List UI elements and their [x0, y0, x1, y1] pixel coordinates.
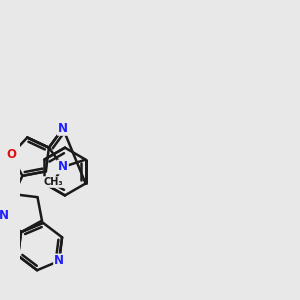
Text: N: N	[58, 122, 68, 135]
Text: CH₃: CH₃	[44, 177, 63, 187]
Text: O: O	[6, 148, 16, 161]
Text: N: N	[58, 160, 68, 173]
Text: N: N	[0, 209, 9, 222]
Text: N: N	[54, 254, 64, 268]
